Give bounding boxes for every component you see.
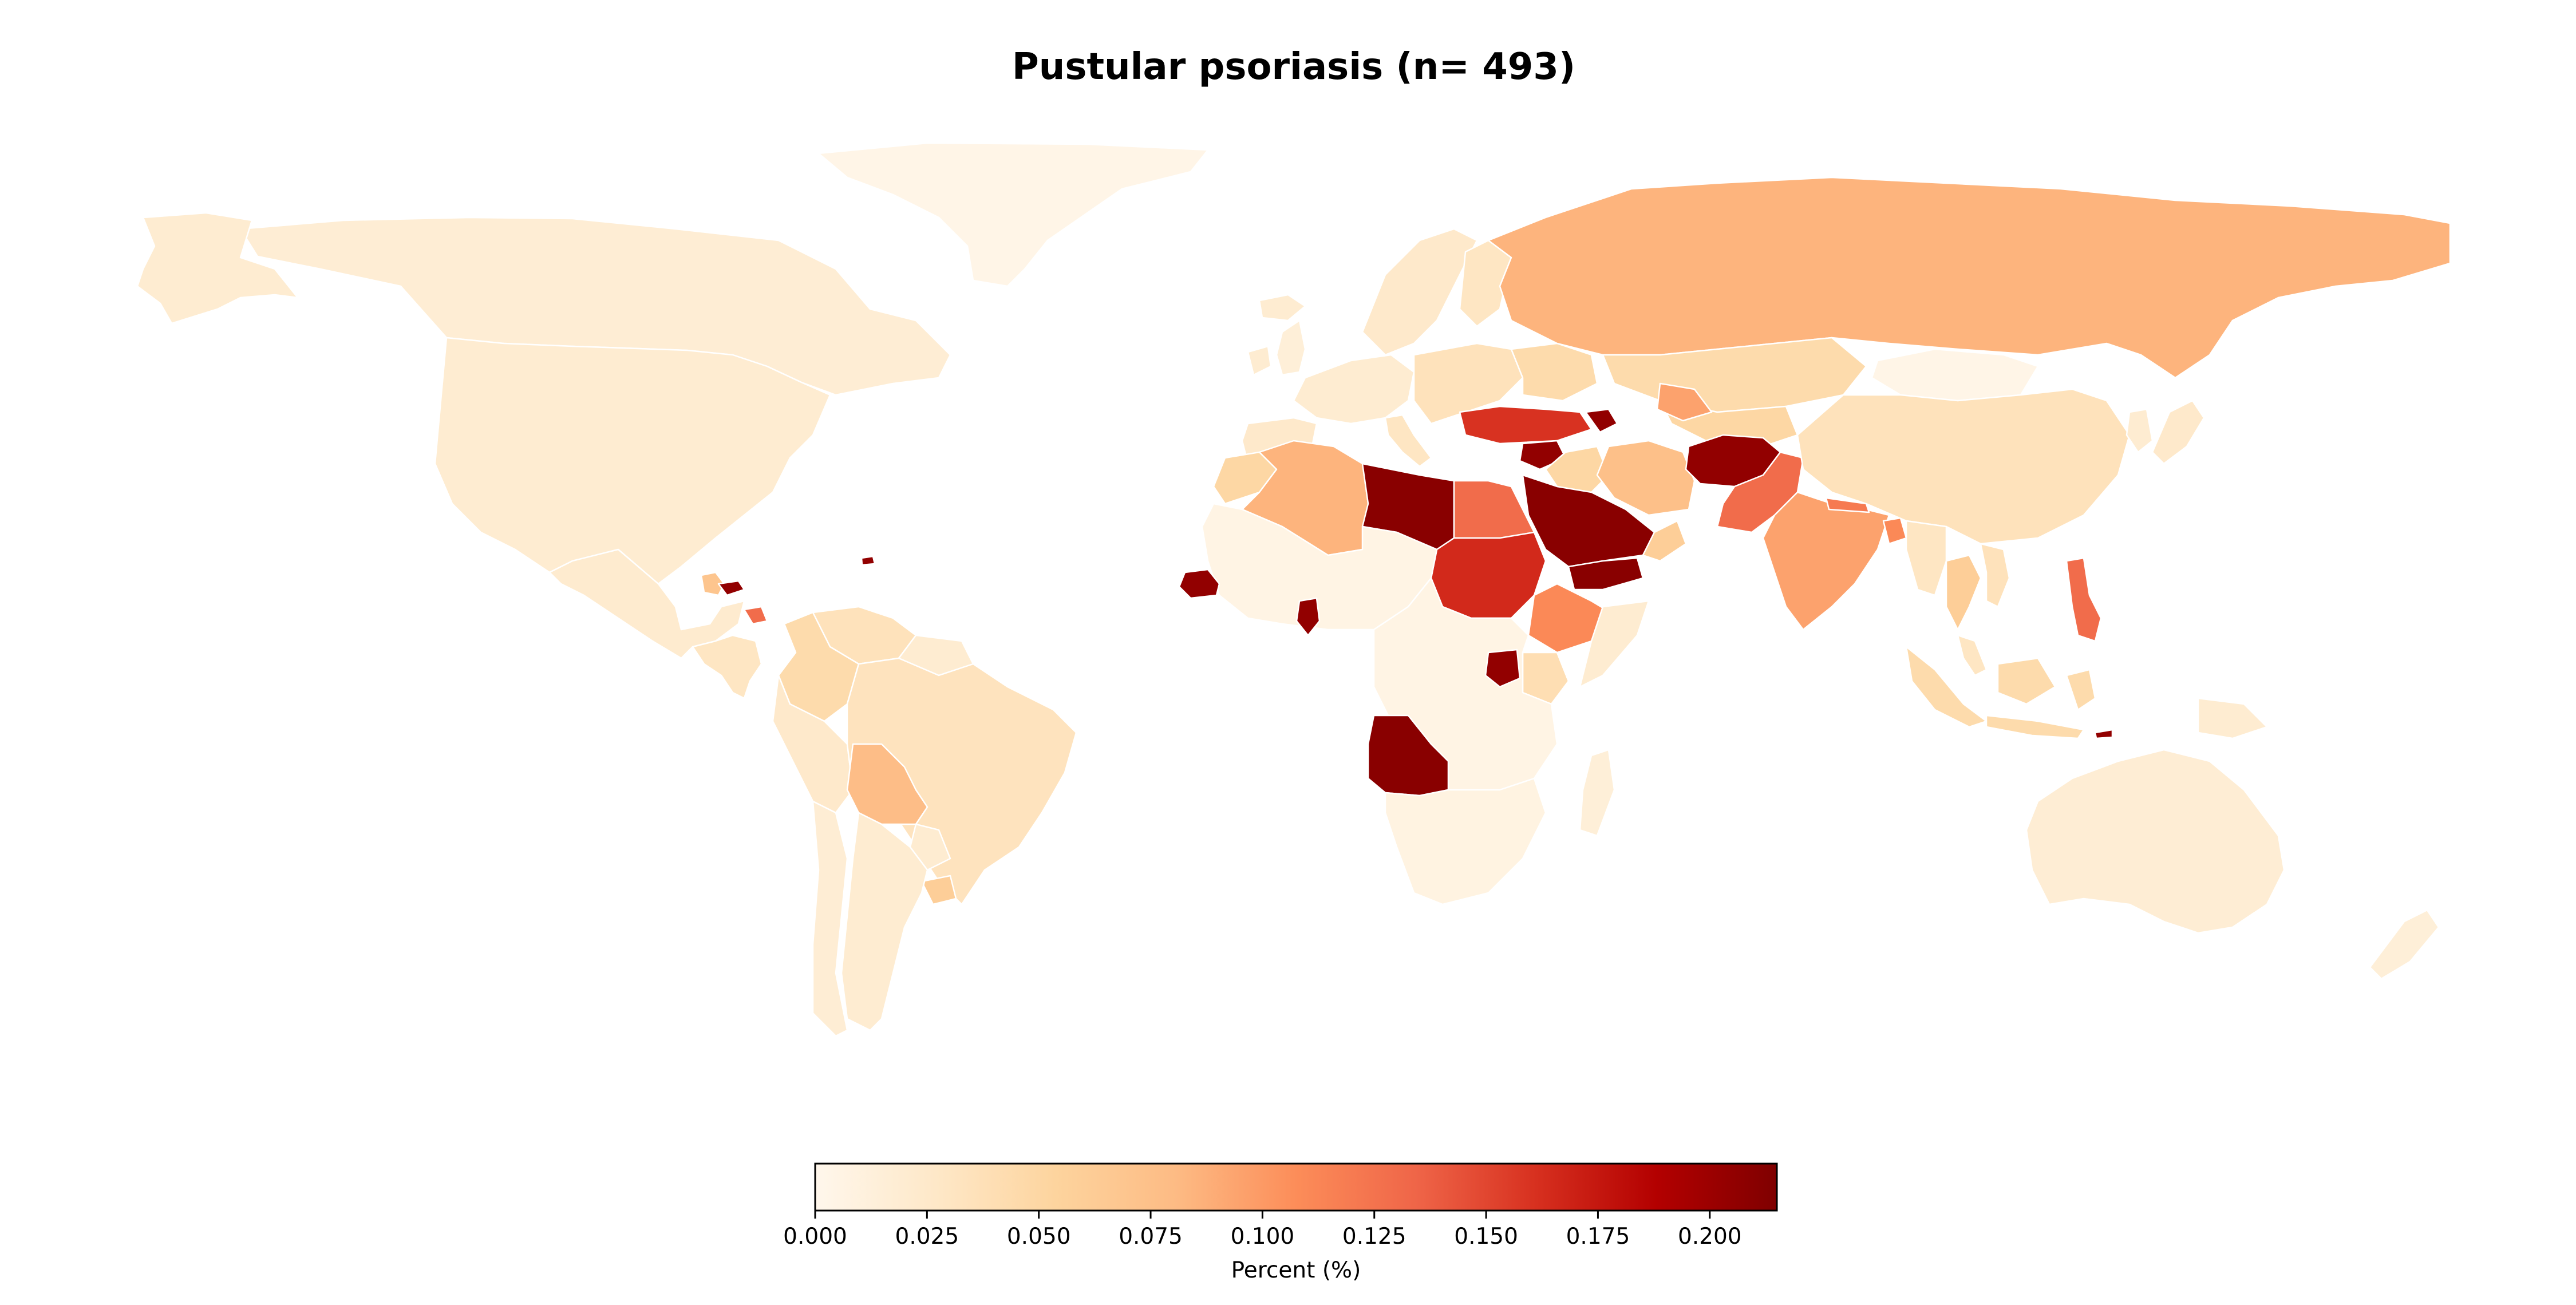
region-italy xyxy=(1384,414,1432,468)
region-azerbaijan xyxy=(1585,408,1618,433)
region-honduras xyxy=(717,580,745,596)
region-usa xyxy=(434,337,831,585)
colorbar-tick-label: 0.200 xyxy=(1678,1224,1742,1249)
colorbar-label: Percent (%) xyxy=(1231,1257,1361,1283)
region-costa-rica xyxy=(743,606,768,625)
region-somalia xyxy=(1579,600,1650,688)
region-philippines xyxy=(2065,557,2102,642)
region-puerto-rico xyxy=(860,555,876,566)
colorbar-tick-label: 0.050 xyxy=(1007,1224,1071,1249)
region-new-zealand xyxy=(2369,909,2440,980)
region-western-europe xyxy=(1293,354,1415,425)
region-peru xyxy=(772,674,854,814)
colorbar-tick-label: 0.125 xyxy=(1342,1224,1406,1249)
region-ireland xyxy=(1247,345,1272,376)
region-canada xyxy=(239,216,951,396)
region-png xyxy=(2197,697,2268,739)
region-eastern-europe xyxy=(1413,342,1524,425)
colorbar-tick-label: 0.175 xyxy=(1566,1224,1630,1249)
region-yemen xyxy=(1567,557,1644,591)
region-korea xyxy=(2125,408,2154,453)
region-nepal xyxy=(1825,497,1870,513)
region-india xyxy=(1762,491,1890,631)
region-iceland xyxy=(1258,294,1306,322)
region-ukraine xyxy=(1510,342,1598,402)
region-scandinavia xyxy=(1361,228,1478,356)
world-map xyxy=(136,142,2451,1037)
region-liberia xyxy=(1295,597,1321,636)
colorbar: 0.000 0.025 0.050 0.075 0.100 0.125 0.150 0.175… xyxy=(783,1162,1778,1283)
region-mongolia xyxy=(1871,348,2039,402)
region-sudan xyxy=(1430,531,1547,619)
region-bangladesh xyxy=(1882,517,1907,545)
region-myanmar xyxy=(1905,520,1947,596)
region-guatemala xyxy=(700,571,725,596)
region-iran xyxy=(1596,440,1696,516)
region-senegal xyxy=(1178,568,1220,599)
region-egypt xyxy=(1453,480,1535,539)
colorbar-gradient xyxy=(814,1162,1778,1212)
colorbar-tick-label: 0.150 xyxy=(1454,1224,1518,1249)
colorbar-tick-label: 0.075 xyxy=(1119,1224,1183,1249)
map-title: Pustular psoriasis (n= 493) xyxy=(1012,46,1575,88)
colorbar-tick-label: 0.000 xyxy=(783,1224,847,1249)
region-mexico xyxy=(548,548,745,659)
colorbar-ticks: 0.000 0.025 0.050 0.075 0.100 0.125 0.150 0.175… xyxy=(783,1211,1742,1249)
region-oman xyxy=(1642,520,1687,562)
region-alaska xyxy=(136,212,299,325)
region-russia xyxy=(1487,176,2451,379)
region-uk xyxy=(1275,319,1306,376)
region-uruguay xyxy=(920,875,957,905)
region-indonesia xyxy=(1905,646,2096,739)
region-southern-africa xyxy=(1384,777,1547,905)
region-thailand xyxy=(1945,554,1982,631)
region-bolivia xyxy=(846,743,929,825)
region-china xyxy=(1796,388,2131,545)
region-greenland xyxy=(817,142,1209,287)
colorbar-tick-label: 0.100 xyxy=(1231,1224,1295,1249)
region-australia xyxy=(2025,749,2285,934)
region-chile xyxy=(812,800,848,1037)
region-turkey xyxy=(1459,405,1593,445)
region-malaysia xyxy=(1957,634,1988,677)
region-central-america xyxy=(692,634,762,699)
region-turkmenistan xyxy=(1656,382,1713,422)
region-colombia xyxy=(777,611,860,722)
region-paraguay xyxy=(909,823,951,871)
colorbar-tick-label: 0.025 xyxy=(895,1224,959,1249)
region-uganda xyxy=(1484,648,1521,688)
region-vietnam xyxy=(1980,543,2010,608)
region-madagascar xyxy=(1579,749,1615,837)
region-argentina xyxy=(840,812,929,1031)
region-timor xyxy=(2094,729,2113,739)
region-japan xyxy=(2151,400,2205,465)
